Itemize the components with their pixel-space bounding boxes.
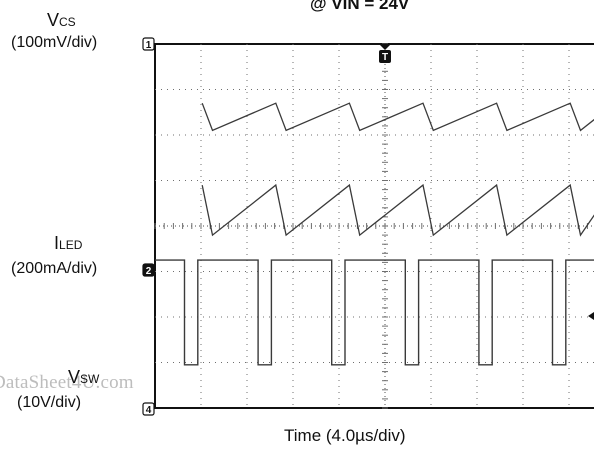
vcs-scale: (100mV/div) [11, 34, 98, 51]
trigger-box [379, 50, 391, 63]
trigger-text: T [382, 52, 388, 63]
channel-marker-box [142, 37, 155, 51]
plot-grid [154, 43, 594, 409]
channel-marker-text: 1 [146, 40, 152, 51]
channel-4-marker: 4 [142, 402, 155, 416]
vsw-label: VSW [68, 367, 100, 387]
iled-label: ILED [54, 233, 83, 253]
channel-2-marker: 2 [142, 263, 155, 277]
waveform-traces [155, 102, 594, 366]
channel-marker-box [142, 263, 155, 277]
channel-marker-box [142, 402, 155, 416]
channel-1-marker: 1 [142, 37, 155, 51]
x-axis-label: Time (4.0µs/div) [284, 426, 406, 445]
iled-trace [155, 259, 594, 366]
vcs-lower-trace [201, 183, 594, 237]
channel-markers: 1 2 4 T [142, 37, 594, 416]
channel-marker-text: 2 [146, 266, 152, 277]
iled-scale: (200mA/div) [11, 260, 98, 277]
right-edge-arrow-icon [588, 312, 594, 320]
vsw-scale: (10V/div) [17, 394, 82, 411]
vcs-upper-trace [201, 102, 594, 132]
vcs-label: VCS [47, 10, 76, 30]
watermark-text: DataSheet4U.com [0, 372, 134, 393]
channel-marker-text: 4 [146, 405, 152, 416]
chart-title: @ VIN = 24V [310, 0, 410, 13]
trigger-arrow-icon [379, 44, 391, 50]
plot-frame [154, 43, 594, 409]
trigger-marker: T [379, 44, 391, 63]
